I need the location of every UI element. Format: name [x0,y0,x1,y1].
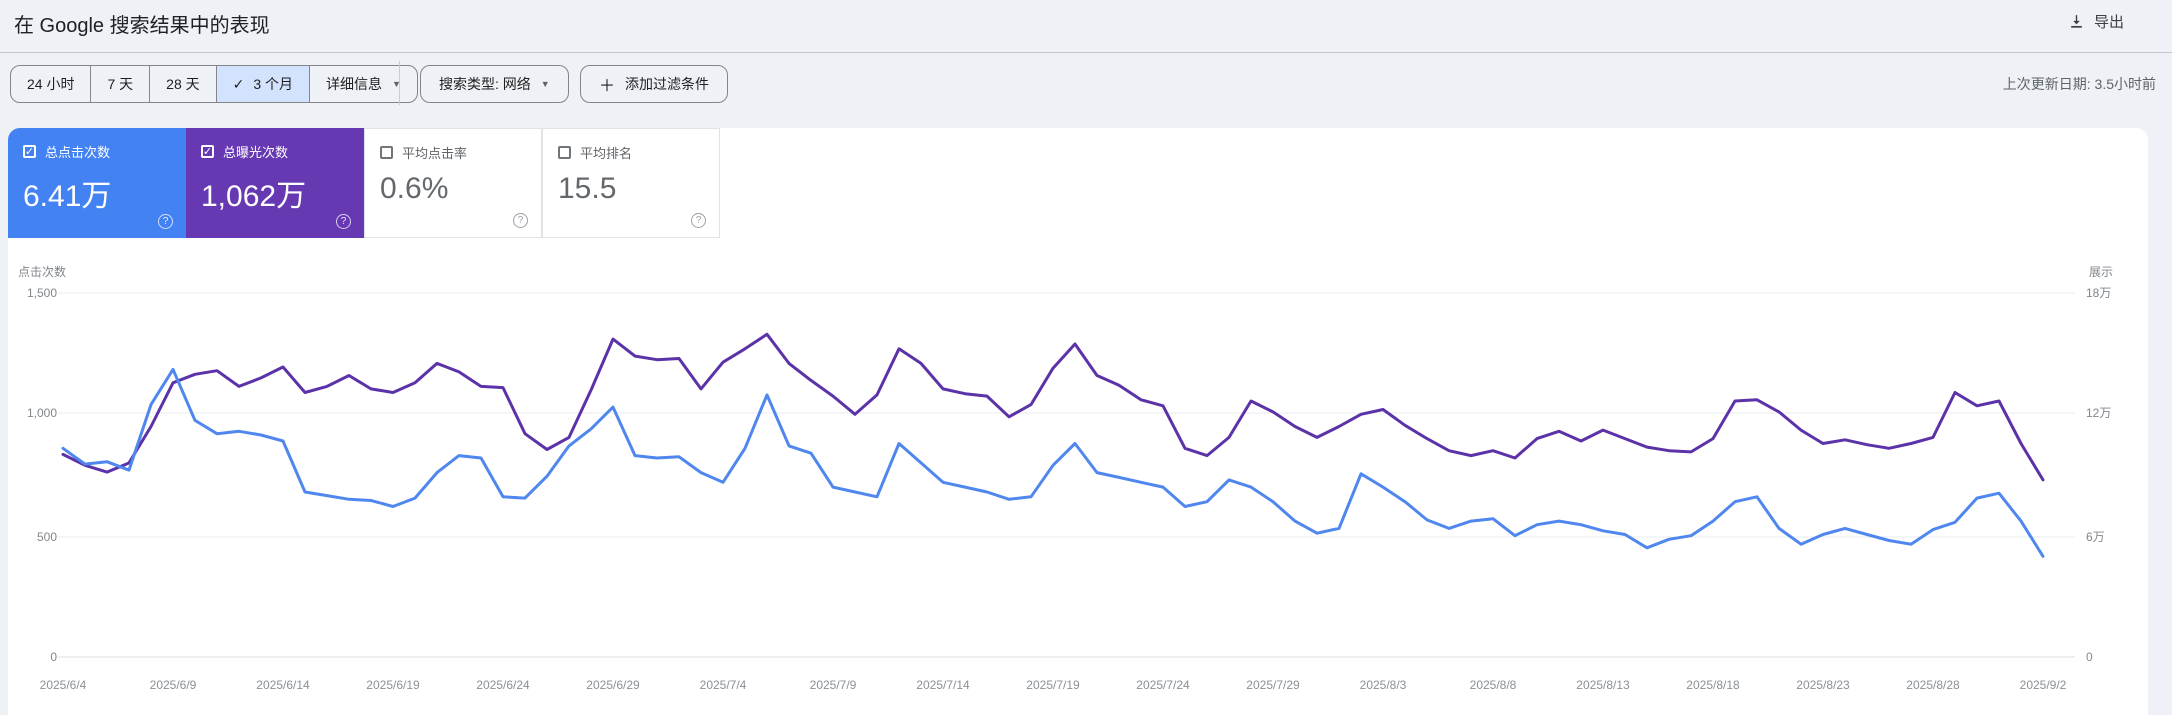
add-filter-label: 添加过滤条件 [625,76,710,92]
metric-label: 平均点击率 [402,146,468,161]
help-icon[interactable]: ? [513,213,528,228]
impressions-line [61,332,2045,482]
checkbox-unchecked-icon[interactable] [380,146,393,159]
left-axis-title: 点击次数 [18,264,66,279]
x-axis-label: 2025/7/24 [1136,678,1190,692]
x-axis-label: 2025/6/9 [150,678,197,692]
date-range-24h[interactable]: 24 小时 [11,66,92,102]
checkbox-checked-icon[interactable]: ✓ [23,145,36,158]
top-bar: 在 Google 搜索结果中的表现 导出 [0,0,2172,52]
metric-cards-row: ✓ 总点击次数 6.41万 ? ✓ 总曝光次数 1,062万 ? 平均点击率 0… [8,128,720,238]
x-axis-label: 2025/6/19 [366,678,420,692]
checkbox-unchecked-icon[interactable] [558,146,571,159]
x-axis-label: 2025/9/2 [2020,678,2067,692]
divider [399,61,400,105]
metric-card-position[interactable]: 平均排名 15.5 ? [542,128,720,238]
plus-icon: ＋ [599,78,616,95]
x-axis-label: 2025/8/13 [1576,678,1630,692]
download-icon [2068,13,2085,30]
date-range-details-menu[interactable]: 详细信息 ▼ [310,66,417,102]
page-title: 在 Google 搜索结果中的表现 [14,15,270,37]
x-axis-label: 2025/8/28 [1906,678,1960,692]
chevron-down-icon: ▼ [392,79,401,89]
x-axis-label: 2025/8/3 [1360,678,1407,692]
right-axis-tick: 6万 [2086,530,2105,544]
details-label: 详细信息 [326,76,383,92]
check-icon: ✓ [232,75,245,92]
x-axis-label: 2025/7/14 [916,678,970,692]
x-axis-label: 2025/7/19 [1026,678,1080,692]
metric-label: 总点击次数 [45,145,111,160]
left-axis-tick: 0 [50,650,57,664]
x-axis-label: 2025/6/24 [476,678,530,692]
date-range-24h-label: 24 小时 [27,76,75,92]
filter-bar: 24 小时 7 天 28 天 ✓ 3 个月 详细信息 ▼ 搜索类型: 网络 ▼ … [0,53,2172,128]
checkbox-checked-icon[interactable]: ✓ [201,145,214,158]
x-axis-label: 2025/7/4 [700,678,747,692]
x-axis-label: 2025/8/18 [1686,678,1740,692]
date-range-3m-selected[interactable]: ✓ 3 个月 [216,66,311,102]
date-range-28d-label: 28 天 [166,76,200,92]
help-icon[interactable]: ? [336,214,351,229]
date-range-control: 24 小时 7 天 28 天 ✓ 3 个月 详细信息 ▼ [10,65,418,103]
search-type-label: 搜索类型: 网络 [439,76,531,92]
add-filter-button[interactable]: ＋ 添加过滤条件 [580,65,729,103]
metric-value: 1,062万 [201,180,307,213]
export-button[interactable]: 导出 [2062,10,2130,33]
right-axis-tick: 18万 [2086,286,2111,300]
right-axis-tick: 12万 [2086,406,2111,420]
date-range-3m-label: 3 个月 [253,76,294,92]
left-axis-tick: 500 [37,530,57,544]
left-axis-tick: 1,000 [27,406,57,420]
chevron-down-icon: ▼ [540,79,550,89]
date-range-7d[interactable]: 7 天 [91,66,151,102]
x-axis-label: 2025/6/29 [586,678,640,692]
search-type-button[interactable]: 搜索类型: 网络 ▼ [420,65,569,103]
x-axis-label: 2025/8/8 [1470,678,1517,692]
date-range-28d[interactable]: 28 天 [150,66,217,102]
right-axis-title: 展示 [2089,265,2113,279]
help-icon[interactable]: ? [691,213,706,228]
metric-value: 0.6% [380,172,449,205]
x-axis-label: 2025/6/4 [40,678,87,692]
metric-value: 6.41万 [23,180,112,213]
left-axis-tick: 1,500 [27,286,57,300]
help-icon[interactable]: ? [158,214,173,229]
metric-card-clicks[interactable]: ✓ 总点击次数 6.41万 ? [8,128,186,238]
x-axis-label: 2025/7/29 [1246,678,1300,692]
export-label: 导出 [2093,14,2124,31]
metric-card-impressions[interactable]: ✓ 总曝光次数 1,062万 ? [186,128,364,238]
x-axis-label: 2025/6/14 [256,678,310,692]
metric-label: 总曝光次数 [223,145,289,160]
x-axis-label: 2025/7/9 [810,678,857,692]
last-updated-text: 上次更新日期: 3.5小时前 [2002,76,2156,92]
right-axis-tick: 0 [2086,650,2093,664]
metric-card-ctr[interactable]: 平均点击率 0.6% ? [364,128,542,238]
x-axis-label: 2025/8/23 [1796,678,1850,692]
date-range-7d-label: 7 天 [107,76,134,92]
metric-label: 平均排名 [580,146,633,161]
metric-value: 15.5 [558,172,617,205]
clicks-line [61,367,2045,558]
divider [0,52,2172,53]
